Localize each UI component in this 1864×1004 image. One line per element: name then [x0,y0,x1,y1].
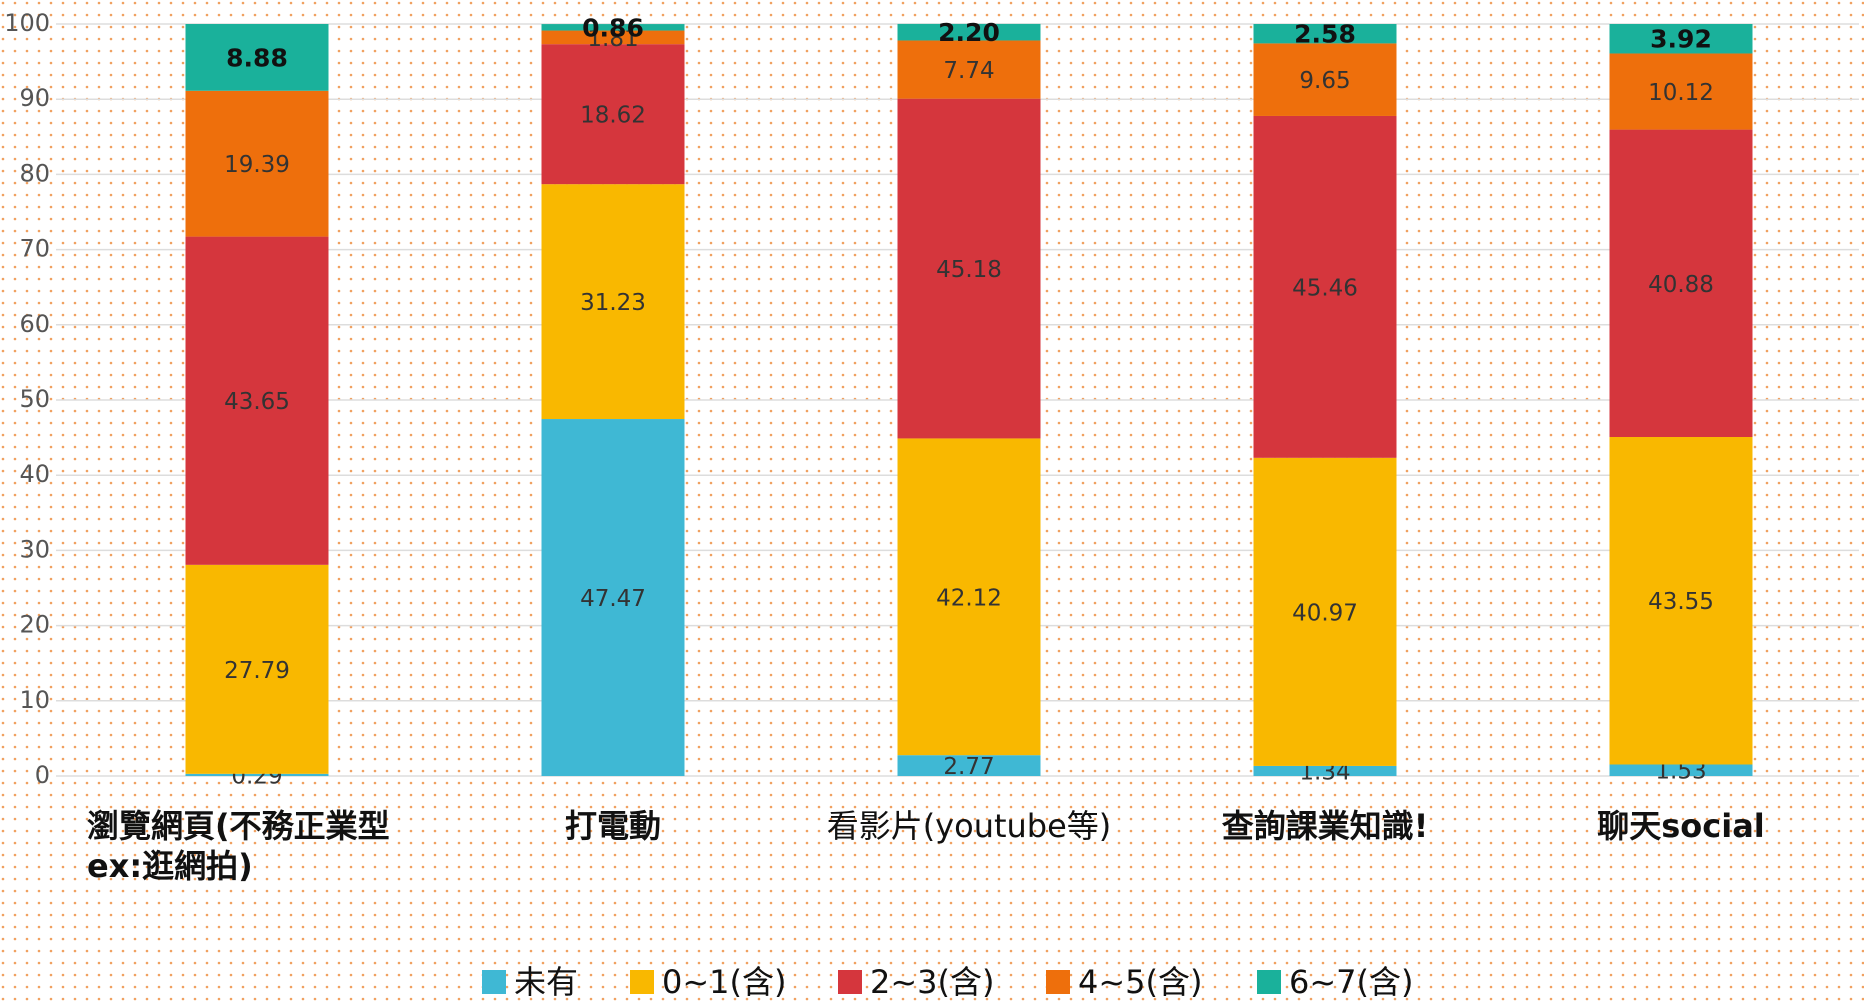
bar-segment [185,773,329,776]
data-label: 45.18 [936,257,1002,283]
data-label: 0.86 [582,13,644,42]
bar-segment [1253,115,1397,458]
y-tick-label: 40 [19,460,50,488]
bar-segment [541,24,685,31]
y-tick-label: 90 [19,84,50,112]
data-label: 27.79 [224,658,290,684]
legend-swatch [630,970,654,994]
data-label: 40.97 [1292,600,1358,626]
y-tick-label: 80 [19,159,50,187]
bar-segment [1253,43,1397,116]
data-label: 10.12 [1648,80,1714,106]
data-label: 42.12 [936,585,1002,611]
legend-label: 4~5(含) [1078,963,1203,1001]
data-label: 8.88 [226,43,288,72]
x-tick-label: 聊天social [1597,807,1765,845]
data-label: 45.46 [1292,275,1358,301]
x-tick-label: 瀏覽網頁(不務正業型 ex:逛網拍) [87,807,390,885]
legend-label: 6~7(含) [1289,963,1414,1001]
bar-segment [897,438,1041,756]
legend-swatch [482,970,506,994]
x-tick-label: 查詢課業知識! [1222,807,1429,845]
data-label: 31.23 [580,290,646,316]
x-tick-label: 看影片(youtube等) [827,807,1112,845]
data-label: 2.58 [1294,20,1356,49]
legend-swatch [838,970,862,994]
legend-swatch [1257,970,1281,994]
bar-segment [1609,24,1753,54]
data-label: 40.88 [1648,272,1714,298]
bar-segment [1609,129,1753,437]
bar-segment [1609,436,1753,765]
data-label: 7.74 [943,58,994,84]
data-label: 9.65 [1299,68,1350,94]
data-label: 43.65 [224,389,290,415]
y-tick-label: 100 [4,9,50,37]
legend-swatch [1046,970,1070,994]
bar-segment [897,98,1041,439]
bar-segment [185,90,329,237]
x-tick-label: 打電動 [565,807,661,845]
data-label: 18.62 [580,103,646,129]
y-tick-label: 70 [19,235,50,263]
bar-segment [541,44,685,185]
y-tick-label: 50 [19,385,50,413]
data-label: 2.20 [938,18,1000,47]
bar-segment [185,24,329,91]
bar-segment [1609,53,1753,130]
data-label: 47.47 [580,586,646,612]
bar-segment [541,184,685,420]
data-label: 19.39 [224,152,290,178]
bar-segment [897,23,1041,41]
y-tick-label: 0 [35,761,50,789]
y-tick-label: 60 [19,310,50,338]
bar-segment [897,755,1041,776]
y-tick-label: 30 [19,535,50,563]
data-label: 2.77 [943,754,994,780]
bar-segment [541,419,685,776]
legend-label: 0~1(含) [662,963,787,1001]
bar-segment [1253,765,1397,776]
y-tick-label: 10 [19,686,50,714]
bar-segment [897,40,1041,99]
data-label: 43.55 [1648,589,1714,615]
legend-label: 未有 [514,963,578,1001]
y-tick-label: 20 [19,611,50,639]
bar-segment [541,30,685,45]
bar-segment [1253,457,1397,766]
data-label: 3.92 [1650,25,1712,54]
bar-segment [185,236,329,565]
bar-segment [1609,764,1753,776]
bar-segment [185,564,329,774]
bar-segment [1253,24,1397,44]
legend-label: 2~3(含) [870,963,995,1001]
